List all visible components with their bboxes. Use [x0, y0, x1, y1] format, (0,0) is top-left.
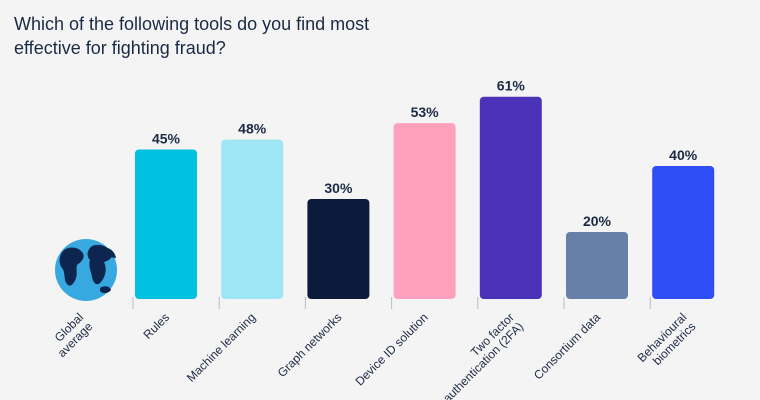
category-label: Device ID solution: [352, 310, 430, 388]
bar-value-label: 45%: [152, 131, 181, 147]
bar-3: [393, 123, 456, 299]
axis-ticks: [132, 297, 651, 309]
globe-land-asia: [104, 247, 116, 258]
chart-title: Which of the following tools do you find…: [14, 14, 370, 58]
category-label: Graph networks: [275, 310, 345, 380]
bars: [135, 96, 715, 299]
bar-0: [135, 149, 197, 299]
bar-value-label: 48%: [238, 121, 267, 137]
category-label: Consortium data: [531, 310, 603, 382]
globe-land-africa-europe: [87, 244, 112, 285]
globe-land-australia: [100, 286, 111, 294]
category-label: Machine learning: [184, 310, 259, 385]
bar-value-label: 61%: [497, 78, 526, 94]
bar-5: [566, 232, 628, 299]
bar-2: [307, 199, 370, 299]
category-label: Rules: [141, 310, 173, 342]
row-label-global-average: Globalaverage: [46, 310, 96, 360]
bar-value-label: 20%: [583, 213, 612, 229]
bar-value-label: 40%: [669, 147, 698, 163]
globe-land-americas: [59, 247, 84, 286]
category-label: Two factorauthentication (2FA): [431, 310, 526, 400]
globe-icon: [55, 239, 117, 301]
category-label: Behaviouralbiometrics: [635, 310, 699, 374]
bar-6: [652, 166, 715, 299]
bar-4: [479, 96, 542, 299]
bar-value-label: 30%: [324, 180, 353, 196]
bar-1: [221, 139, 284, 299]
category-labels: Globalaverage Rules Machine learning Graph …: [46, 310, 699, 400]
bar-value-label: 53%: [411, 104, 440, 120]
value-labels: 45% 48% 30% 53% 61% 20% 40%: [152, 78, 698, 229]
